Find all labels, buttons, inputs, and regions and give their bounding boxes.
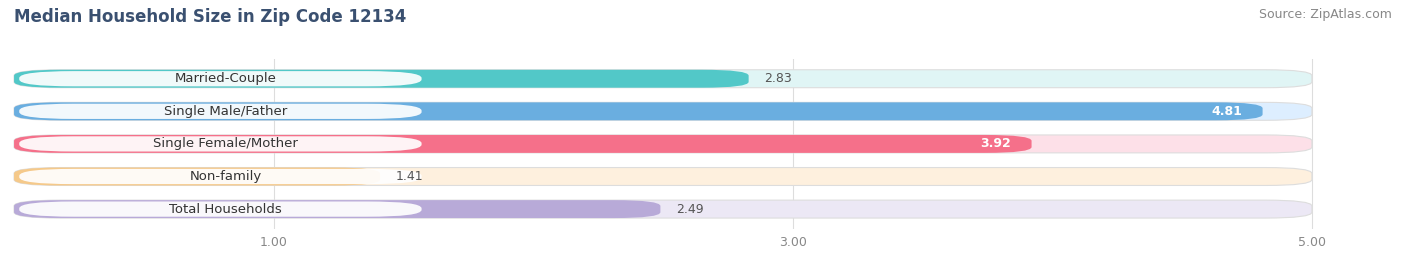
Text: Source: ZipAtlas.com: Source: ZipAtlas.com: [1258, 8, 1392, 21]
FancyBboxPatch shape: [14, 70, 748, 88]
FancyBboxPatch shape: [20, 169, 422, 184]
FancyBboxPatch shape: [14, 102, 1263, 120]
Text: 4.81: 4.81: [1211, 105, 1241, 118]
FancyBboxPatch shape: [14, 102, 1312, 120]
FancyBboxPatch shape: [14, 168, 1312, 185]
FancyBboxPatch shape: [20, 136, 422, 151]
Text: 2.83: 2.83: [765, 72, 792, 85]
FancyBboxPatch shape: [20, 201, 422, 217]
Text: Median Household Size in Zip Code 12134: Median Household Size in Zip Code 12134: [14, 8, 406, 26]
FancyBboxPatch shape: [14, 135, 1312, 153]
FancyBboxPatch shape: [14, 135, 1032, 153]
Text: 2.49: 2.49: [676, 203, 703, 215]
FancyBboxPatch shape: [14, 168, 380, 185]
Text: Single Female/Mother: Single Female/Mother: [153, 137, 298, 150]
FancyBboxPatch shape: [14, 70, 1312, 88]
FancyBboxPatch shape: [14, 200, 661, 218]
Text: 1.41: 1.41: [395, 170, 423, 183]
FancyBboxPatch shape: [14, 200, 1312, 218]
Text: Single Male/Father: Single Male/Father: [165, 105, 287, 118]
Text: 3.92: 3.92: [980, 137, 1011, 150]
Text: Non-family: Non-family: [190, 170, 262, 183]
Text: Married-Couple: Married-Couple: [174, 72, 277, 85]
Text: Total Households: Total Households: [169, 203, 283, 215]
FancyBboxPatch shape: [20, 71, 422, 86]
FancyBboxPatch shape: [20, 104, 422, 119]
